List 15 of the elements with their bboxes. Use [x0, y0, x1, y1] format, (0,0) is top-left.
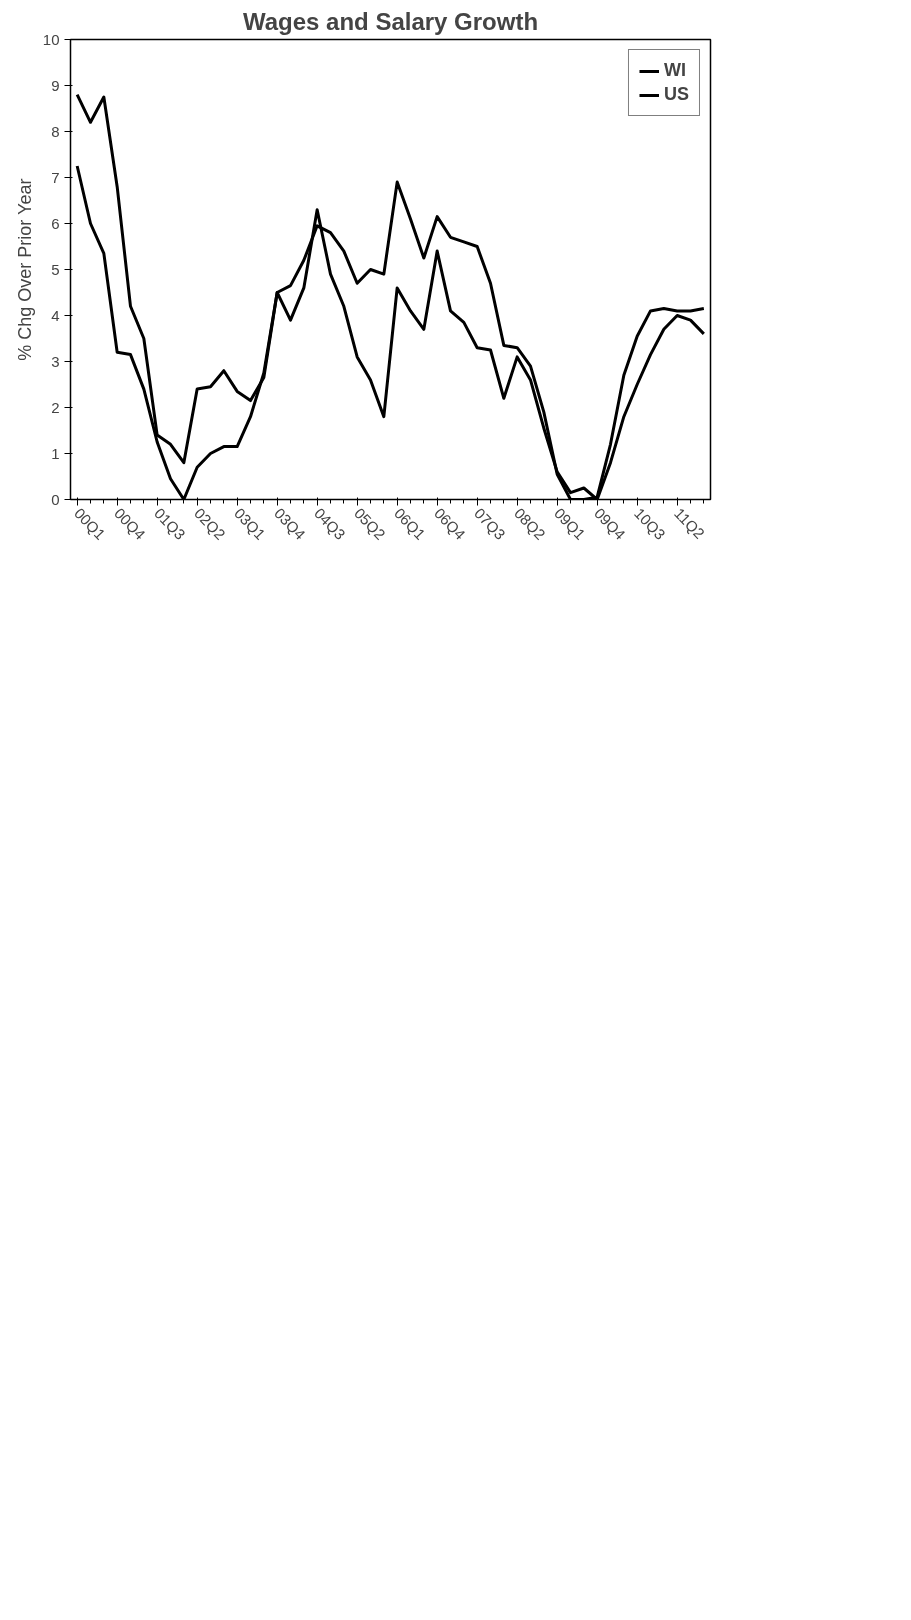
legend-label: WI: [663, 60, 686, 81]
y-tick-label: 9: [51, 76, 60, 94]
y-tick-label: 0: [51, 490, 60, 508]
y-tick-label: 10: [42, 30, 60, 48]
y-tick-label: 2: [51, 398, 60, 416]
y-tick-label: 5: [51, 260, 60, 278]
y-tick-label: 4: [51, 306, 60, 324]
y-tick-label: 3: [51, 352, 60, 370]
y-tick-label: 1: [51, 444, 60, 462]
y-axis-title: % Chg Over Prior Year: [14, 178, 35, 361]
y-tick-label: 6: [51, 214, 60, 232]
y-tick-label: 7: [51, 168, 60, 186]
chart-title: Wages and Salary Growth: [242, 7, 539, 35]
y-tick-label: 8: [51, 122, 60, 140]
legend-label: US: [663, 84, 689, 105]
